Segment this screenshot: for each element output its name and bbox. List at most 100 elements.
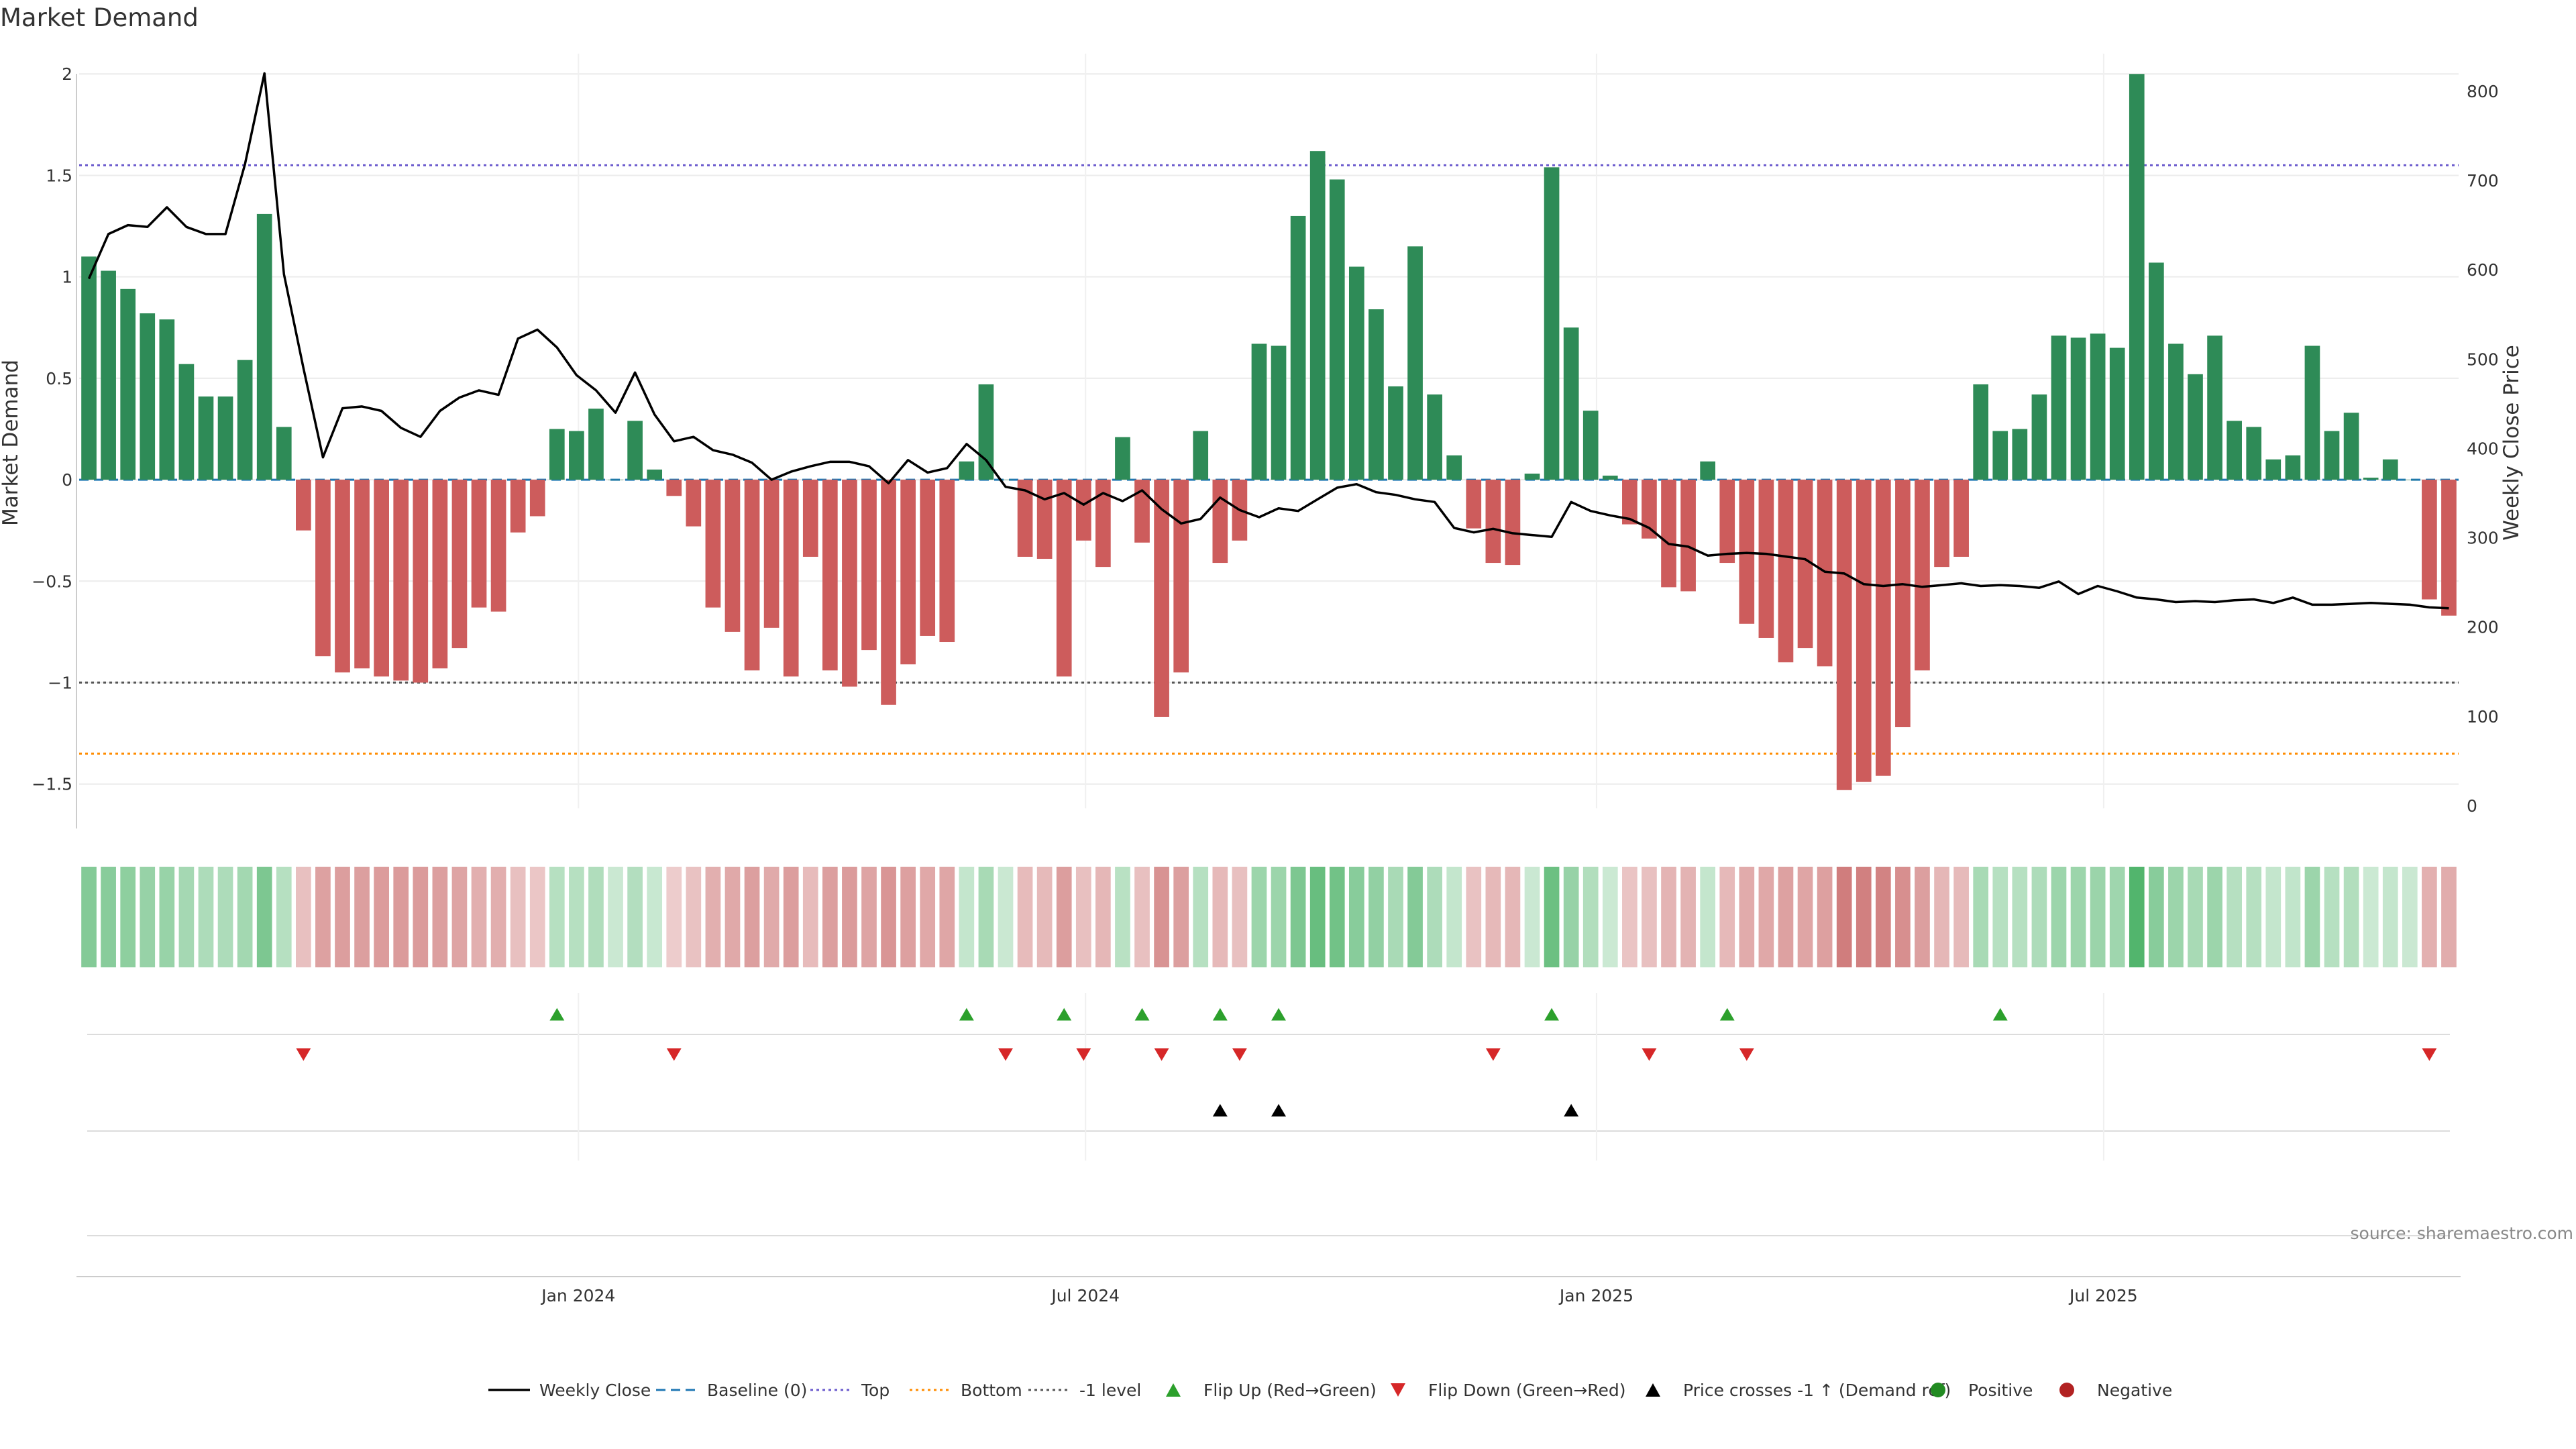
heatmap-cell <box>432 867 448 967</box>
heatmap-cell <box>763 867 780 967</box>
heatmap-cell <box>237 867 253 967</box>
demand-bar <box>842 480 857 687</box>
heatmap-cell <box>822 867 838 967</box>
heatmap-cell <box>178 867 195 967</box>
y2-tick-label: 0 <box>2467 796 2477 816</box>
demand-bars <box>81 74 2457 790</box>
demand-bar <box>1642 480 1657 539</box>
demand-bar <box>2090 333 2106 480</box>
demand-bar <box>802 480 818 557</box>
x-tick-label: Jul 2025 <box>2068 1286 2138 1305</box>
demand-bar <box>2109 347 2125 480</box>
demand-bar <box>1778 480 1794 663</box>
demand-bar <box>1758 480 1774 638</box>
heatmap-cell <box>2031 867 2047 967</box>
flip-down-marker <box>1739 1048 1754 1061</box>
heatmap-cell <box>1251 867 1267 967</box>
demand-bar <box>1895 480 1911 728</box>
heatmap-cell <box>2246 867 2262 967</box>
heatmap-cell <box>2070 867 2086 967</box>
flip-up-marker <box>1212 1008 1228 1021</box>
demand-bar <box>2441 480 2457 616</box>
heatmap-cell <box>588 867 604 967</box>
flip-down-marker <box>1154 1048 1169 1061</box>
demand-bar <box>2149 262 2164 480</box>
demand-bar <box>2226 421 2242 480</box>
heatmap-cell <box>842 867 857 967</box>
y2-axis-label: Weekly Close Price <box>2500 345 2524 541</box>
demand-bar <box>1348 266 1364 480</box>
demand-bar <box>2207 335 2222 480</box>
y-tick-label: −0.5 <box>32 572 72 591</box>
demand-bar <box>1602 476 1618 480</box>
heatmap-cell <box>627 867 643 967</box>
heatmap-cell <box>2382 867 2398 967</box>
legend-swatch-cross <box>1646 1383 1660 1397</box>
heatmap-cell <box>471 867 487 967</box>
flip-up-marker <box>1057 1008 1072 1021</box>
heatmap-cell <box>1973 867 1989 967</box>
demand-bar <box>939 480 955 643</box>
heatmap-cell <box>510 867 526 967</box>
demand-bar <box>81 256 97 480</box>
heatmap-cell <box>881 867 896 967</box>
y2-tick-label: 200 <box>2467 618 2499 637</box>
y-axis-left: −1.5 −1 −0.5 0 0.5 1 1.5 2 <box>32 64 77 828</box>
demand-bar <box>2422 480 2437 600</box>
demand-bar <box>822 480 838 671</box>
demand-bar <box>861 480 877 651</box>
demand-bar <box>1466 480 1482 529</box>
legend-label: Bottom <box>961 1381 1022 1400</box>
heatmap-cell <box>1680 867 1696 967</box>
y2-tick-label: 800 <box>2467 82 2499 101</box>
heatmap-cell <box>276 867 292 967</box>
demand-bar <box>101 270 116 480</box>
heatmap-cell <box>1134 867 1150 967</box>
heatmap-cell <box>315 867 331 967</box>
legend-item: Price crosses -1 ↑ (Demand ref) <box>1646 1381 1951 1400</box>
demand-bar <box>471 480 487 608</box>
heatmap-cell <box>1271 867 1287 967</box>
demand-bar <box>198 396 214 480</box>
demand-bar <box>510 480 526 533</box>
heatmap-cell <box>2363 867 2379 967</box>
legend-swatch-flip-down <box>1391 1383 1405 1397</box>
y-tick-label: 2 <box>62 64 72 84</box>
flip-up-marker <box>1544 1008 1560 1021</box>
demand-bar <box>1875 480 1891 776</box>
heatmap-cell <box>1115 867 1130 967</box>
legend-item: Weekly Close <box>488 1381 651 1400</box>
heatmap-cell <box>1407 867 1423 967</box>
heatmap-cell <box>374 867 389 967</box>
demand-bar <box>744 480 760 671</box>
heatmap-cell <box>1934 867 1949 967</box>
heatmap-cell <box>2129 867 2145 967</box>
y-tick-label: 0 <box>62 470 72 490</box>
heatmap-cell <box>393 867 409 967</box>
demand-bar <box>647 469 663 480</box>
legend-item: -1 level <box>1028 1381 1141 1400</box>
demand-bar <box>1836 480 1852 790</box>
heatmap-cell <box>354 867 370 967</box>
heatmap-cell <box>140 867 156 967</box>
heatmap-cell <box>198 867 214 967</box>
heatmap-cell <box>608 867 623 967</box>
heatmap-cell <box>1193 867 1209 967</box>
demand-bar <box>490 480 506 612</box>
heatmap-cell <box>2051 867 2067 967</box>
heatmap-cell <box>490 867 506 967</box>
demand-bar <box>1505 480 1521 566</box>
heatmap-cell <box>2207 867 2222 967</box>
demand-bar <box>2265 459 2282 480</box>
heatmap-cell <box>939 867 955 967</box>
flip-down-marker <box>296 1048 311 1061</box>
heatmap-cell <box>1700 867 1715 967</box>
heatmap-cell <box>101 867 116 967</box>
heatmap-cell <box>959 867 975 967</box>
heatmap-cell <box>1778 867 1794 967</box>
heatmap-cell <box>549 867 565 967</box>
demand-bar <box>1056 480 1072 677</box>
demand-bar <box>1154 480 1169 717</box>
demand-bar <box>1427 394 1442 480</box>
demand-bar <box>1582 411 1599 480</box>
